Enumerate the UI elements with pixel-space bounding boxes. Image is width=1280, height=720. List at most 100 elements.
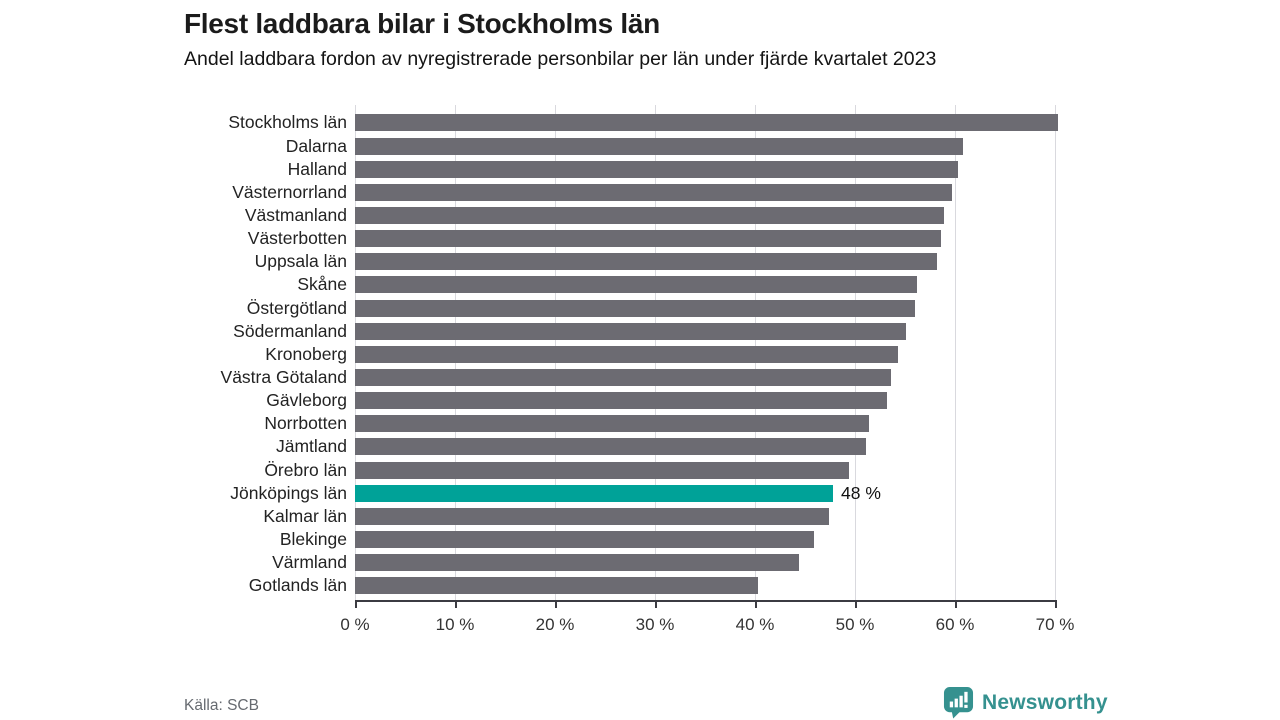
bar-chart: Stockholms län Dalarna Halland Västernorrla…	[184, 105, 1280, 645]
category-label: Västerbotten	[247, 228, 347, 249]
bar-track	[355, 299, 1056, 317]
source-note: Källa: SCB	[184, 697, 259, 714]
bar-row: Uppsala län	[184, 250, 1280, 273]
bar	[355, 438, 866, 456]
bar-row: Blekinge	[184, 528, 1280, 551]
x-tick-label: 40 %	[735, 615, 775, 634]
bar-track	[355, 415, 1056, 433]
bar-track	[355, 530, 1056, 548]
category-label: Södermanland	[233, 320, 347, 341]
bar-track	[355, 554, 1056, 572]
category-label: Västmanland	[244, 205, 347, 226]
bar-track	[355, 322, 1056, 340]
bar-value-label: 48 %	[841, 482, 881, 503]
category-label: Jämtland	[275, 436, 347, 457]
x-tick-label: 60 %	[935, 615, 975, 634]
bar-track	[355, 484, 1056, 502]
x-tick-label: 70 %	[1035, 615, 1075, 634]
category-label: Värmland	[272, 552, 347, 573]
bar-track	[355, 114, 1058, 132]
bar	[355, 183, 952, 201]
bar	[355, 345, 898, 363]
category-label: Gotlands län	[248, 575, 347, 596]
chart-title: Flest laddbara bilar i Stockholms län	[184, 8, 660, 39]
bar-highlighted	[355, 484, 833, 502]
category-label: Dalarna	[285, 135, 347, 156]
bar-row: Gotlands län	[184, 574, 1280, 597]
bar-track	[355, 207, 1056, 225]
bar	[355, 230, 941, 248]
bar-row: Östergötland	[184, 297, 1280, 320]
bar	[355, 369, 891, 386]
bar-row: Kalmar län	[184, 505, 1280, 528]
x-tick-label: 50 %	[835, 615, 875, 634]
bar	[355, 507, 829, 525]
category-label: Kronoberg	[265, 343, 347, 364]
bar-rows-container: Stockholms län Dalarna Halland Västernorrla…	[184, 111, 1280, 597]
bar-row: Västmanland	[184, 204, 1280, 227]
bar-row: Gävleborg	[184, 389, 1280, 412]
bar-row: Halland	[184, 158, 1280, 181]
bar-track	[355, 183, 1056, 201]
x-tick-label: 30 %	[635, 615, 675, 634]
bar	[355, 114, 1058, 132]
category-label: Norrbotten	[264, 413, 347, 434]
bar-row: Jönköpings län 48 %	[184, 482, 1280, 505]
bar-row: Värmland	[184, 551, 1280, 574]
category-label: Kalmar län	[263, 505, 347, 526]
category-label: Gävleborg	[266, 390, 347, 411]
bar	[355, 415, 869, 433]
bar	[355, 530, 814, 548]
bar-track	[355, 160, 1056, 178]
chart-subtitle: Andel laddbara fordon av nyregistrerade …	[184, 48, 937, 70]
bar	[355, 554, 799, 572]
bar-row: Jämtland	[184, 435, 1280, 458]
bar-row: Kronoberg	[184, 343, 1280, 366]
bar-track	[355, 345, 1056, 363]
bar-track	[355, 438, 1056, 456]
category-label: Örebro län	[264, 459, 347, 480]
bar	[355, 276, 917, 294]
bar	[355, 461, 849, 479]
bar-track	[355, 253, 1056, 271]
bar-row: Örebro län	[184, 459, 1280, 482]
bar-row: Stockholms län	[184, 111, 1280, 134]
bar-row: Västerbotten	[184, 227, 1280, 250]
bar-row: Norrbotten	[184, 412, 1280, 435]
newsworthy-logo: Newsworthy	[943, 686, 1108, 719]
bar-track	[355, 577, 1056, 595]
category-label: Västra Götaland	[220, 367, 347, 387]
bar	[355, 137, 963, 155]
bar	[355, 577, 758, 595]
bar	[355, 392, 887, 410]
bar-row: Skåne	[184, 273, 1280, 296]
category-label: Uppsala län	[254, 251, 347, 272]
category-label: Västernorrland	[232, 181, 347, 202]
bar-row: Dalarna	[184, 135, 1280, 158]
category-label: Stockholms län	[228, 112, 347, 133]
bar-track	[355, 461, 1056, 479]
x-axis	[355, 600, 1057, 610]
bar-row: Västernorrland	[184, 181, 1280, 204]
bar	[355, 322, 906, 340]
bar-row: Södermanland	[184, 320, 1280, 343]
newsworthy-bubble-chart-icon	[943, 686, 974, 719]
x-tick-label: 0 %	[340, 615, 370, 634]
bar	[355, 160, 958, 178]
bar-row: Västra Götaland	[184, 366, 1280, 389]
category-label: Jönköpings län	[230, 482, 347, 503]
category-label: Skåne	[297, 274, 347, 295]
x-tick-label: 20 %	[535, 615, 575, 634]
category-label: Blekinge	[279, 528, 347, 549]
category-label: Östergötland	[246, 297, 347, 318]
bar	[355, 253, 937, 271]
bar-track	[355, 369, 1056, 386]
newsworthy-logo-text: Newsworthy	[982, 690, 1108, 714]
category-label: Halland	[287, 158, 347, 179]
bar-track	[355, 392, 1056, 410]
bar-track	[355, 507, 1056, 525]
x-tick-label: 10 %	[435, 615, 475, 634]
bar-track	[355, 276, 1056, 294]
bar	[355, 299, 915, 317]
